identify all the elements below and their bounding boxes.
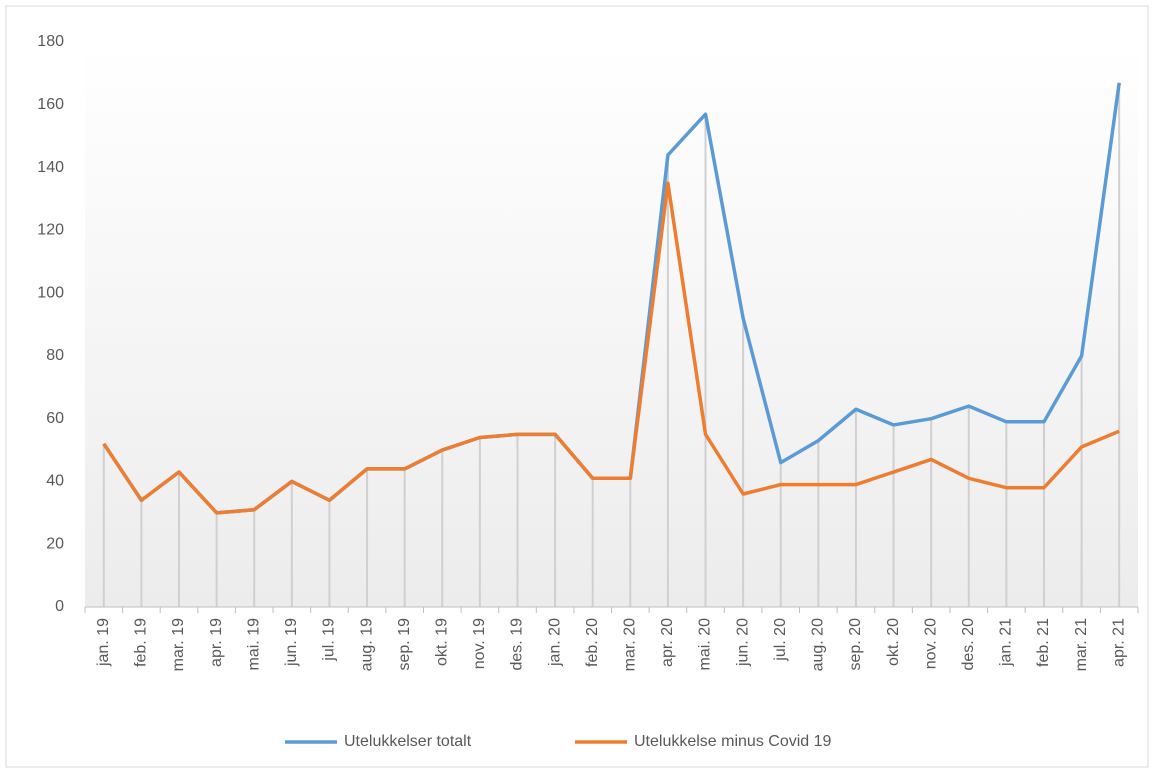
y-tick-label: 100: [37, 284, 64, 301]
x-tick-label: sep. 19: [396, 618, 413, 671]
x-tick-label: mar. 20: [622, 618, 639, 671]
y-tick-label: 40: [46, 473, 64, 490]
x-tick-label: okt. 19: [433, 618, 450, 666]
x-tick-label: feb. 21: [1035, 618, 1052, 667]
legend-label: Utelukkelser totalt: [344, 733, 472, 750]
x-tick-label: feb. 19: [133, 618, 150, 667]
y-tick-label: 20: [46, 535, 64, 552]
y-tick-label: 180: [37, 33, 64, 50]
x-tick-label: apr. 20: [659, 618, 676, 667]
x-tick-label: jul. 20: [772, 618, 789, 662]
x-tick-label: des. 19: [509, 618, 526, 671]
x-tick-label: jun. 19: [283, 618, 300, 667]
x-tick-label: nov. 20: [922, 618, 939, 669]
x-tick-label: okt. 20: [885, 618, 902, 666]
x-tick-label: feb. 20: [584, 618, 601, 667]
x-tick-label: mai. 19: [245, 618, 262, 671]
x-tick-label: jun. 20: [734, 618, 751, 667]
legend-label: Utelukkelse minus Covid 19: [634, 733, 832, 750]
y-tick-label: 80: [46, 347, 64, 364]
plot-area: [85, 42, 1138, 607]
x-tick-label: apr. 19: [208, 618, 225, 667]
x-tick-label: jan. 21: [998, 618, 1015, 667]
x-tick-label: jan. 20: [546, 618, 563, 667]
y-tick-label: 120: [37, 222, 64, 239]
x-tick-label: sep. 20: [847, 618, 864, 671]
x-tick-label: mar. 19: [170, 618, 187, 671]
y-tick-label: 140: [37, 159, 64, 176]
x-tick-label: aug. 20: [810, 618, 827, 671]
x-tick-label: apr. 21: [1110, 618, 1127, 667]
x-tick-label: mai. 20: [697, 618, 714, 671]
series-line: [102, 181, 1120, 515]
x-tick-label: jan. 19: [95, 618, 112, 667]
y-tick-label: 0: [55, 598, 64, 615]
y-tick-label: 160: [37, 96, 64, 113]
x-tick-label: des. 20: [960, 618, 977, 671]
x-tick-label: aug. 19: [358, 618, 375, 671]
x-tick-label: mar. 21: [1073, 618, 1090, 671]
x-tick-label: jul. 19: [321, 618, 338, 662]
y-tick-label: 60: [46, 410, 64, 427]
x-tick-label: nov. 19: [471, 618, 488, 669]
